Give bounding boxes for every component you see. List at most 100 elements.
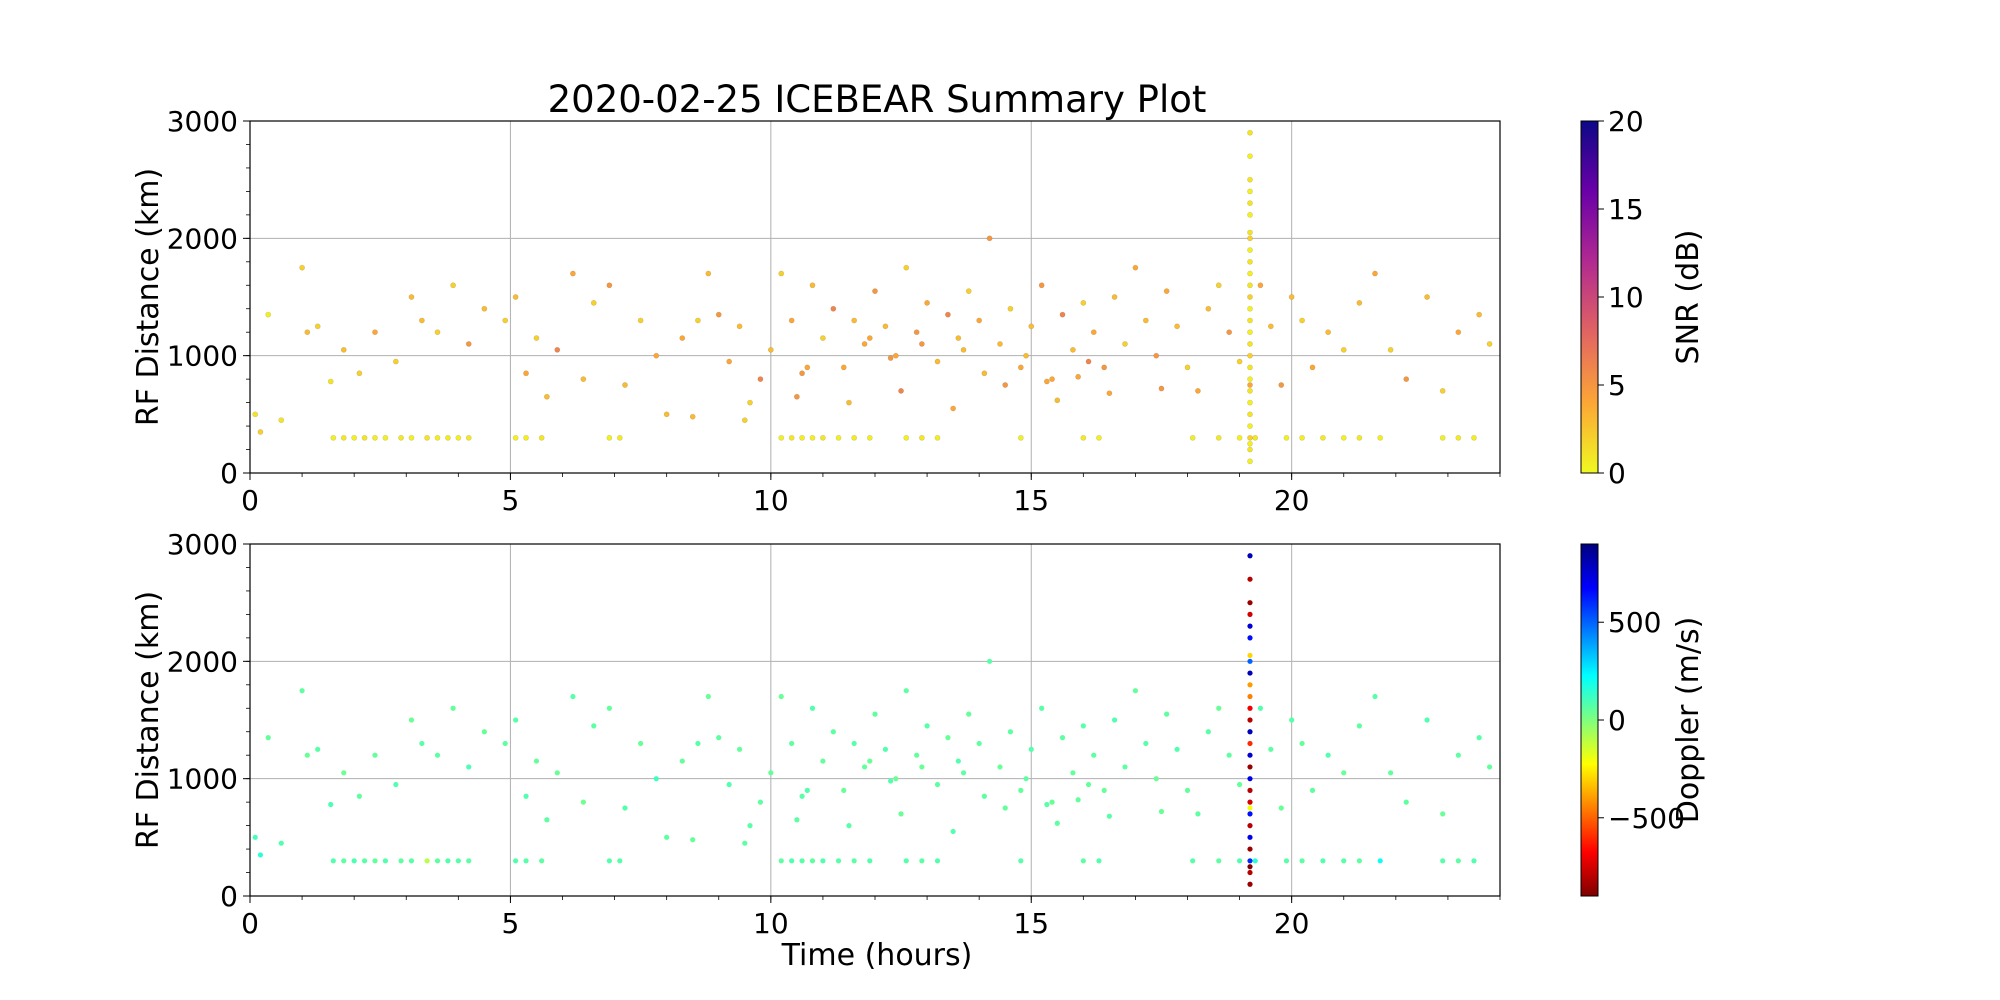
data-point <box>1216 705 1222 711</box>
data-point <box>1340 346 1347 353</box>
y-tick-label: 3000 <box>167 105 238 138</box>
data-point <box>340 434 347 441</box>
data-point <box>1158 385 1165 392</box>
data-point <box>1101 364 1108 371</box>
data-point <box>861 341 868 347</box>
data-point <box>1247 611 1253 618</box>
data-point <box>966 711 972 717</box>
data-point <box>315 746 321 752</box>
data-point <box>1028 746 1034 752</box>
data-point <box>1299 317 1305 324</box>
data-point <box>1356 858 1362 864</box>
data-point <box>408 717 415 723</box>
data-point <box>846 823 852 829</box>
data-point <box>898 387 904 394</box>
data-point <box>570 270 576 277</box>
data-point <box>1195 811 1201 817</box>
data-point <box>726 358 733 365</box>
data-point <box>757 376 764 383</box>
data-point <box>809 705 816 711</box>
data-point <box>340 346 347 353</box>
data-point <box>372 858 378 864</box>
data-point <box>304 329 311 336</box>
data-point <box>616 434 623 441</box>
data-point <box>861 764 868 770</box>
axes-frame <box>249 543 1501 897</box>
data-point <box>1236 434 1243 441</box>
data-point <box>950 828 956 835</box>
data-point <box>1247 282 1253 289</box>
data-point <box>1215 282 1222 289</box>
data-point <box>1054 820 1060 826</box>
data-point <box>1247 446 1253 453</box>
data-point <box>1247 635 1253 641</box>
data-point <box>330 434 337 441</box>
data-point <box>1356 723 1362 729</box>
data-point <box>1341 770 1347 776</box>
data-point <box>1471 434 1477 441</box>
data-point <box>1017 364 1024 371</box>
data-point <box>892 352 899 359</box>
data-point <box>893 776 899 782</box>
data-point <box>580 376 587 383</box>
data-point <box>1153 352 1160 359</box>
data-point <box>1080 723 1086 729</box>
data-point <box>419 740 425 747</box>
data-point <box>1247 235 1253 242</box>
y-axis-label: RF Distance (km) <box>131 168 166 426</box>
data-point <box>1424 294 1430 300</box>
data-point <box>1023 776 1029 782</box>
data-point <box>986 235 993 242</box>
data-point <box>914 752 920 758</box>
data-point <box>1043 378 1050 385</box>
x-tick-label: 10 <box>753 907 789 940</box>
data-point <box>1142 317 1149 324</box>
data-point <box>653 776 659 782</box>
colorbar-tick-label: 5 <box>1608 369 1626 402</box>
data-point <box>328 801 334 808</box>
data-point <box>664 834 670 840</box>
data-point <box>866 434 873 441</box>
data-point <box>1174 746 1180 752</box>
data-point <box>1247 211 1253 218</box>
data-point <box>934 781 941 788</box>
data-point <box>1247 864 1253 870</box>
data-point <box>513 717 519 723</box>
data-point <box>1356 299 1363 306</box>
y-axis-label: RF Distance (km) <box>131 591 166 849</box>
data-point <box>950 405 957 412</box>
data-point <box>1283 434 1290 441</box>
data-point <box>705 270 712 277</box>
data-point <box>1247 776 1253 782</box>
data-point <box>356 370 363 377</box>
x-tick-label: 20 <box>1274 907 1310 940</box>
data-point <box>1455 329 1462 336</box>
data-point <box>924 299 930 306</box>
data-point <box>1320 434 1326 441</box>
data-point <box>1471 858 1477 864</box>
data-point <box>523 858 529 864</box>
data-point <box>1049 376 1055 383</box>
data-point <box>945 735 951 741</box>
data-point <box>955 758 961 764</box>
data-point <box>455 858 461 864</box>
data-point <box>1247 247 1253 253</box>
data-point <box>1096 858 1102 864</box>
data-point <box>341 858 347 864</box>
data-point <box>252 411 259 418</box>
data-point <box>716 735 722 741</box>
data-point <box>523 434 529 441</box>
data-point <box>835 434 842 441</box>
data-point <box>502 740 508 747</box>
data-point <box>455 434 462 441</box>
data-point <box>976 740 982 747</box>
data-point <box>1122 764 1128 770</box>
data-point <box>1247 576 1253 582</box>
data-point <box>512 434 519 441</box>
data-point <box>1247 305 1253 312</box>
data-point <box>1247 364 1253 371</box>
data-point <box>1070 770 1076 776</box>
colorbar-tick-label: −500 <box>1608 802 1685 835</box>
data-point <box>1325 329 1332 336</box>
data-point <box>1158 808 1165 815</box>
